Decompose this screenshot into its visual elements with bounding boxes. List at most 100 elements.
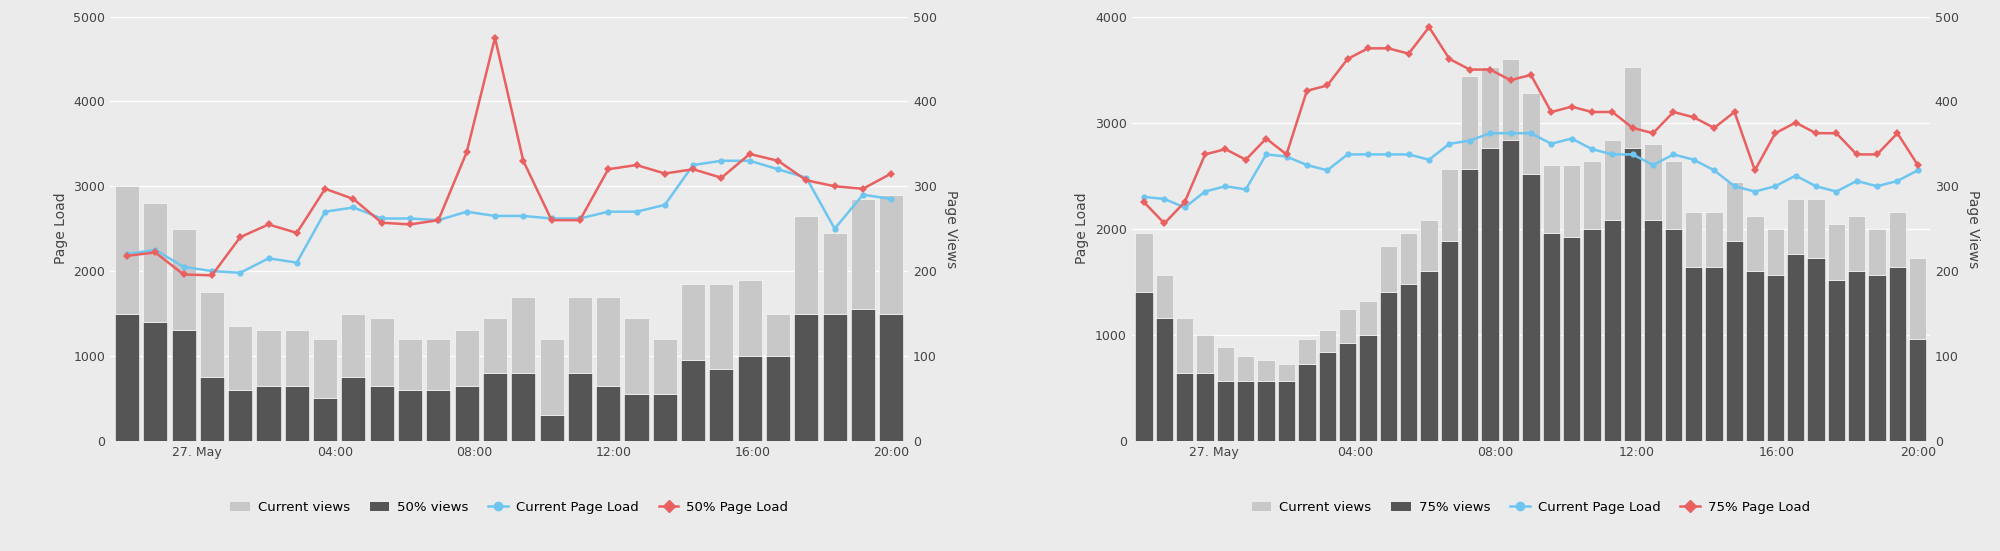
Bar: [1278, 364, 1296, 381]
Bar: [1420, 271, 1438, 441]
Bar: [1644, 144, 1662, 220]
Bar: [228, 390, 252, 441]
Bar: [766, 356, 790, 441]
Bar: [1360, 335, 1376, 441]
Bar: [370, 318, 394, 386]
Bar: [624, 318, 648, 394]
Bar: [1482, 67, 1498, 148]
Bar: [1686, 212, 1702, 267]
Bar: [1542, 165, 1560, 233]
Bar: [1258, 360, 1274, 381]
Bar: [1584, 229, 1600, 441]
Bar: [512, 296, 536, 373]
Bar: [1624, 67, 1642, 148]
Bar: [880, 314, 904, 441]
Bar: [284, 386, 308, 441]
Bar: [1746, 271, 1764, 441]
Bar: [540, 339, 564, 415]
Bar: [1298, 364, 1316, 441]
Y-axis label: Page Load: Page Load: [1076, 193, 1090, 264]
Bar: [114, 186, 140, 314]
Bar: [1380, 292, 1396, 441]
Bar: [1910, 258, 1926, 339]
Bar: [114, 314, 140, 441]
Bar: [710, 369, 734, 441]
Bar: [370, 386, 394, 441]
Bar: [1888, 212, 1906, 267]
Bar: [482, 373, 506, 441]
Bar: [172, 331, 196, 441]
Bar: [1746, 216, 1764, 271]
Bar: [314, 398, 338, 441]
Bar: [1176, 318, 1194, 373]
Bar: [1440, 169, 1458, 241]
Bar: [1318, 331, 1336, 352]
Bar: [1136, 292, 1152, 441]
Bar: [314, 339, 338, 398]
Bar: [738, 279, 762, 356]
Bar: [200, 377, 224, 441]
Bar: [200, 292, 224, 377]
Y-axis label: Page Views: Page Views: [944, 190, 958, 268]
Bar: [652, 394, 676, 441]
Bar: [1338, 309, 1356, 343]
Bar: [1360, 301, 1376, 335]
Bar: [1868, 229, 1886, 276]
Bar: [794, 314, 818, 441]
Bar: [228, 326, 252, 390]
Bar: [1786, 254, 1804, 441]
Bar: [1664, 161, 1682, 229]
Bar: [1502, 59, 1520, 139]
Bar: [256, 386, 280, 441]
Bar: [1888, 267, 1906, 441]
Bar: [1462, 76, 1478, 169]
Bar: [1216, 348, 1234, 381]
Bar: [1604, 220, 1620, 441]
Bar: [1380, 246, 1396, 292]
Bar: [1604, 139, 1620, 220]
Bar: [1278, 381, 1296, 441]
Bar: [1786, 199, 1804, 254]
Bar: [1238, 381, 1254, 441]
Bar: [596, 386, 620, 441]
Bar: [1766, 276, 1784, 441]
Bar: [1298, 339, 1316, 364]
Bar: [1196, 335, 1214, 373]
Bar: [426, 390, 450, 441]
Bar: [1400, 233, 1418, 284]
Bar: [596, 296, 620, 386]
Bar: [1644, 220, 1662, 441]
Bar: [512, 373, 536, 441]
Bar: [1176, 373, 1194, 441]
Bar: [284, 331, 308, 386]
Bar: [1664, 229, 1682, 441]
Bar: [1706, 212, 1722, 267]
Bar: [1502, 139, 1520, 441]
Bar: [1522, 174, 1540, 441]
Bar: [682, 360, 706, 441]
Bar: [1318, 352, 1336, 441]
Bar: [1400, 284, 1418, 441]
Y-axis label: Page Views: Page Views: [1966, 190, 1980, 268]
Bar: [1584, 161, 1600, 229]
Bar: [144, 322, 168, 441]
Legend: Current views, 50% views, Current Page Load, 50% Page Load: Current views, 50% views, Current Page L…: [224, 495, 794, 519]
Bar: [426, 339, 450, 390]
Bar: [342, 377, 366, 441]
Bar: [1808, 199, 1824, 258]
Bar: [1868, 276, 1886, 441]
Bar: [342, 314, 366, 377]
Bar: [880, 195, 904, 314]
Bar: [1726, 241, 1744, 441]
Bar: [568, 296, 592, 373]
Bar: [1828, 279, 1844, 441]
Bar: [1258, 381, 1274, 441]
Bar: [398, 390, 422, 441]
Bar: [1136, 233, 1152, 292]
Bar: [482, 318, 506, 373]
Bar: [624, 394, 648, 441]
Bar: [1522, 93, 1540, 174]
Bar: [1156, 318, 1172, 441]
Bar: [850, 309, 874, 441]
Bar: [398, 339, 422, 390]
